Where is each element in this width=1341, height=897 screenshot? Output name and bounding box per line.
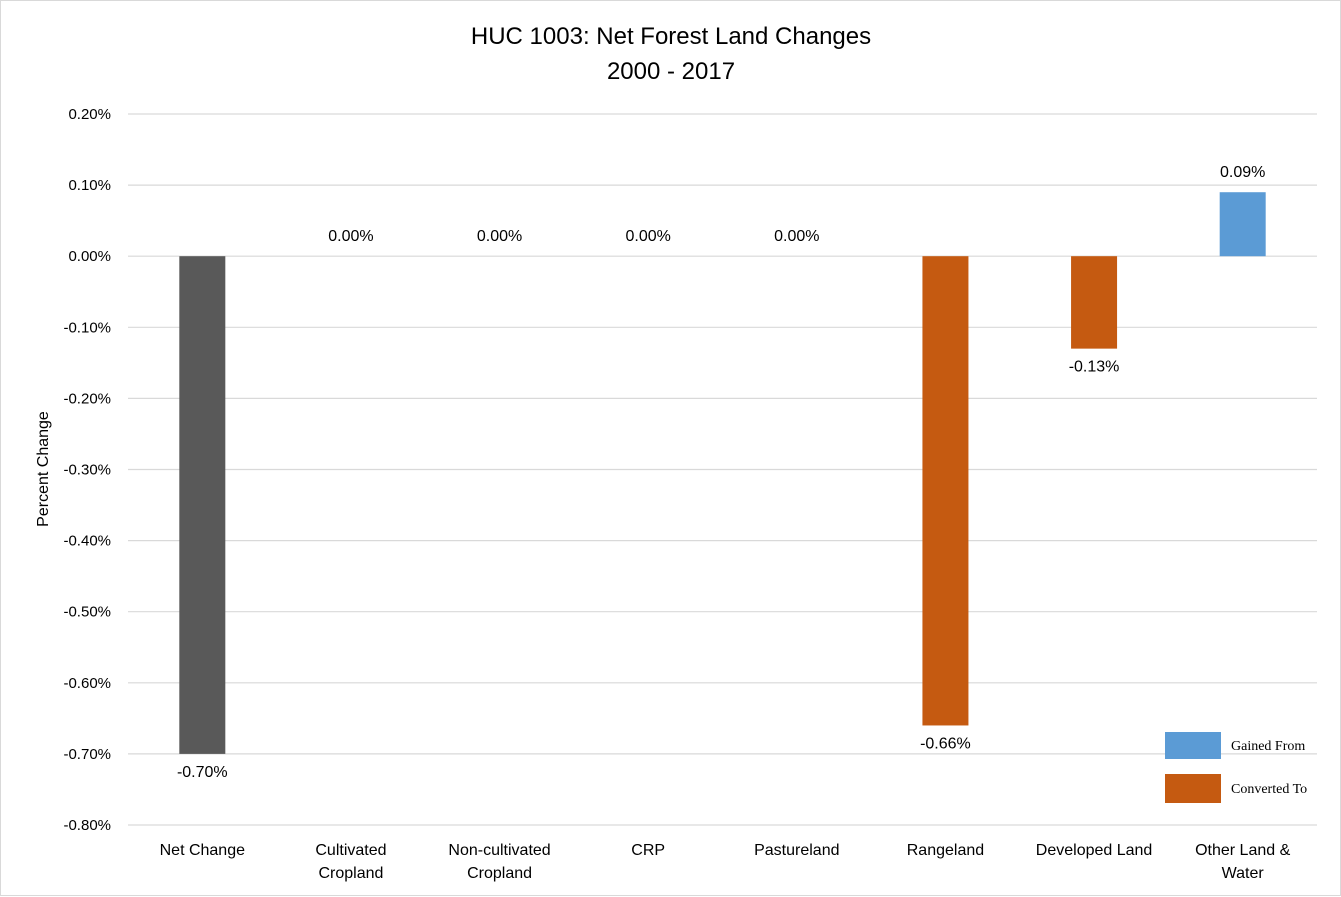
y-tick-label: 0.10% [68,177,111,194]
x-category-label: CRP [631,842,665,859]
x-category-label: Rangeland [907,842,984,859]
y-axis-label: Percent Change [35,411,52,527]
legend: Gained From Converted To [1165,732,1307,803]
y-tick-label: -0.60% [63,675,111,692]
x-category-label: Cropland [467,865,532,882]
y-axis-ticks: 0.20% 0.10% 0.00% -0.10% -0.20% -0.30% -0.40% -… [63,106,111,834]
x-category-label: Non-cultivated [448,842,550,859]
x-category-label: Developed Land [1036,842,1153,859]
data-label: -0.13% [1069,359,1120,376]
legend-label-gained: Gained From [1231,739,1305,754]
y-tick-label: -0.50% [63,604,111,621]
y-tick-label: -0.10% [63,319,111,336]
bars [179,192,1266,754]
data-label: -0.70% [177,764,228,781]
y-tick-label: -0.30% [63,462,111,479]
data-label: -0.66% [920,735,971,752]
y-tick-label: 0.20% [68,106,111,123]
data-label: 0.00% [328,228,373,245]
x-category-label: Cropland [318,865,383,882]
x-category-label: Water [1222,865,1265,882]
x-category-label: Net Change [160,842,245,859]
y-tick-label: -0.80% [63,817,111,834]
bar [179,256,226,754]
legend-label-converted: Converted To [1231,782,1307,797]
x-category-label: Other Land & [1195,842,1291,859]
y-tick-label: -0.20% [63,390,111,407]
x-category-label: Cultivated [315,842,386,859]
gridlines [128,113,1317,826]
y-tick-label: 0.00% [68,248,111,265]
data-label: 0.00% [626,228,671,245]
chart-subtitle: 2000 - 2017 [607,58,735,85]
bar [922,256,969,726]
data-labels: -0.70% 0.00% 0.00% 0.00% 0.00% -0.66% -0.13% 0.… [177,164,1265,781]
x-axis-categories: Net Change Cultivated Cropland Non-cultivat… [160,842,1291,882]
legend-swatch-gained [1165,732,1221,759]
legend-swatch-converted [1165,774,1221,803]
data-label: 0.00% [477,228,522,245]
y-tick-label: -0.70% [63,746,111,763]
chart-title: HUC 1003: Net Forest Land Changes [471,23,871,50]
data-label: 0.00% [774,228,819,245]
y-tick-label: -0.40% [63,533,111,550]
data-label: 0.09% [1220,164,1265,181]
bar [1071,256,1118,349]
bar [1219,192,1266,257]
x-category-label: Pastureland [754,842,839,859]
